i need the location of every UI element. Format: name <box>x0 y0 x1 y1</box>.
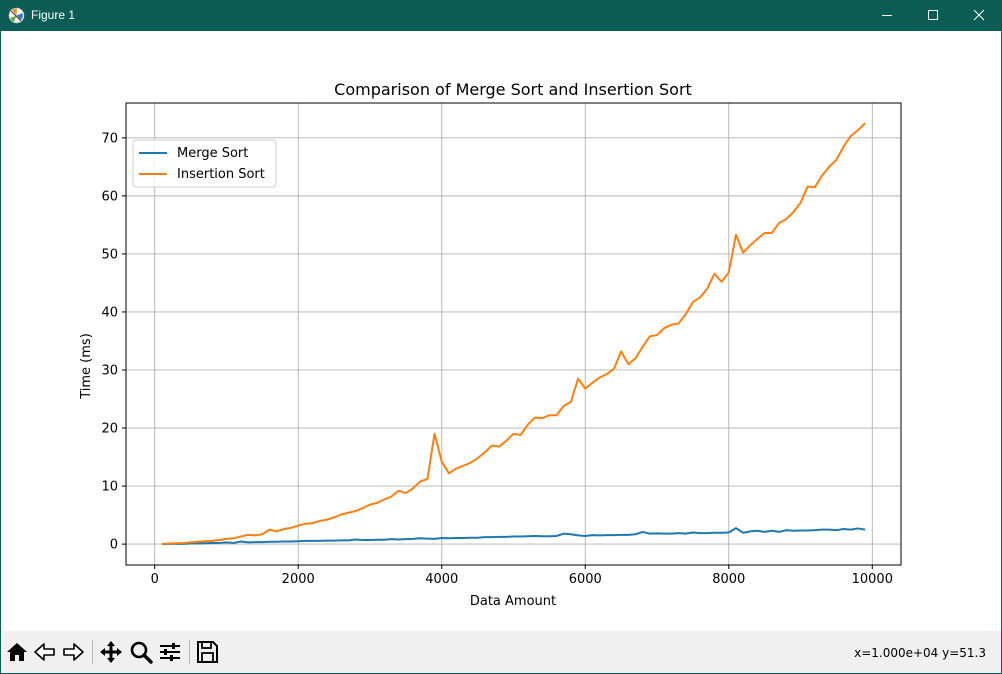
y-tick-label: 50 <box>101 247 118 262</box>
window-border <box>0 31 1 674</box>
y-axis-label: Time (ms) <box>79 333 94 400</box>
home-icon <box>7 643 27 661</box>
back-arrow-icon <box>34 643 55 661</box>
grid <box>126 103 901 565</box>
series-group <box>161 122 866 546</box>
forward-arrow-icon <box>63 643 84 661</box>
close-button[interactable] <box>956 0 1002 31</box>
app-icon <box>8 7 25 24</box>
zoom-icon <box>130 641 153 664</box>
axes <box>125 102 902 566</box>
y-tick-label: 70 <box>101 131 118 146</box>
legend-label-merge-sort: Merge Sort <box>177 146 248 161</box>
cursor-coordinates: x=1.000e+04 y=51.3 <box>854 646 986 660</box>
close-icon <box>973 9 985 21</box>
configure-subplots-icon <box>160 643 180 661</box>
x-tick-label: 4000 <box>425 572 458 587</box>
legend-label-insertion-sort: Insertion Sort <box>177 167 265 182</box>
x-tick-label: 0 <box>151 572 159 587</box>
zoom-button[interactable] <box>128 639 154 665</box>
y-tick-label: 60 <box>101 189 118 204</box>
home-button[interactable] <box>4 639 30 665</box>
save-icon <box>197 641 218 663</box>
legend-box <box>132 139 277 188</box>
toolbar-separator <box>189 640 190 664</box>
x-tick-label: 8000 <box>712 572 745 587</box>
navigation-toolbar: x=1.000e+04 y=51.3 <box>1 631 1001 673</box>
minimize-icon <box>882 15 892 16</box>
toolbar-separator <box>92 640 93 664</box>
plot-frame <box>125 102 902 566</box>
pan-button[interactable] <box>98 639 124 665</box>
window-title: Figure 1 <box>31 8 76 22</box>
y-tick-label: 40 <box>101 305 118 320</box>
save-button[interactable] <box>194 639 220 665</box>
x-tick-label: 10000 <box>852 572 893 587</box>
y-tick-label: 10 <box>101 480 118 495</box>
ticks: 0 2000 4000 6000 8000 10000 0 10 20 30 40 50 60 70 <box>101 131 893 587</box>
x-axis-label: Data Amount <box>470 594 556 609</box>
chart-title: Comparison of Merge Sort and Insertion S… <box>334 80 692 99</box>
minimize-button[interactable] <box>864 0 910 31</box>
back-button[interactable] <box>32 639 58 665</box>
legend: Merge Sort Insertion Sort <box>132 139 277 188</box>
y-tick-label: 20 <box>101 422 118 437</box>
x-tick-label: 6000 <box>569 572 602 587</box>
maximize-button[interactable] <box>910 0 956 31</box>
configure-subplots-button[interactable] <box>157 639 183 665</box>
y-tick-label: 0 <box>110 538 118 553</box>
window-titlebar: Figure 1 <box>0 0 1002 31</box>
insertion-sort-line <box>161 122 866 545</box>
maximize-icon <box>928 10 938 20</box>
x-tick-label: 2000 <box>282 572 315 587</box>
pan-icon <box>100 641 122 663</box>
chart-canvas[interactable]: 0 2000 4000 6000 8000 10000 0 10 20 30 40 50 60 70 Co… <box>0 31 1002 631</box>
merge-sort-line <box>161 527 866 546</box>
y-tick-label: 30 <box>101 363 118 378</box>
forward-button[interactable] <box>60 639 86 665</box>
